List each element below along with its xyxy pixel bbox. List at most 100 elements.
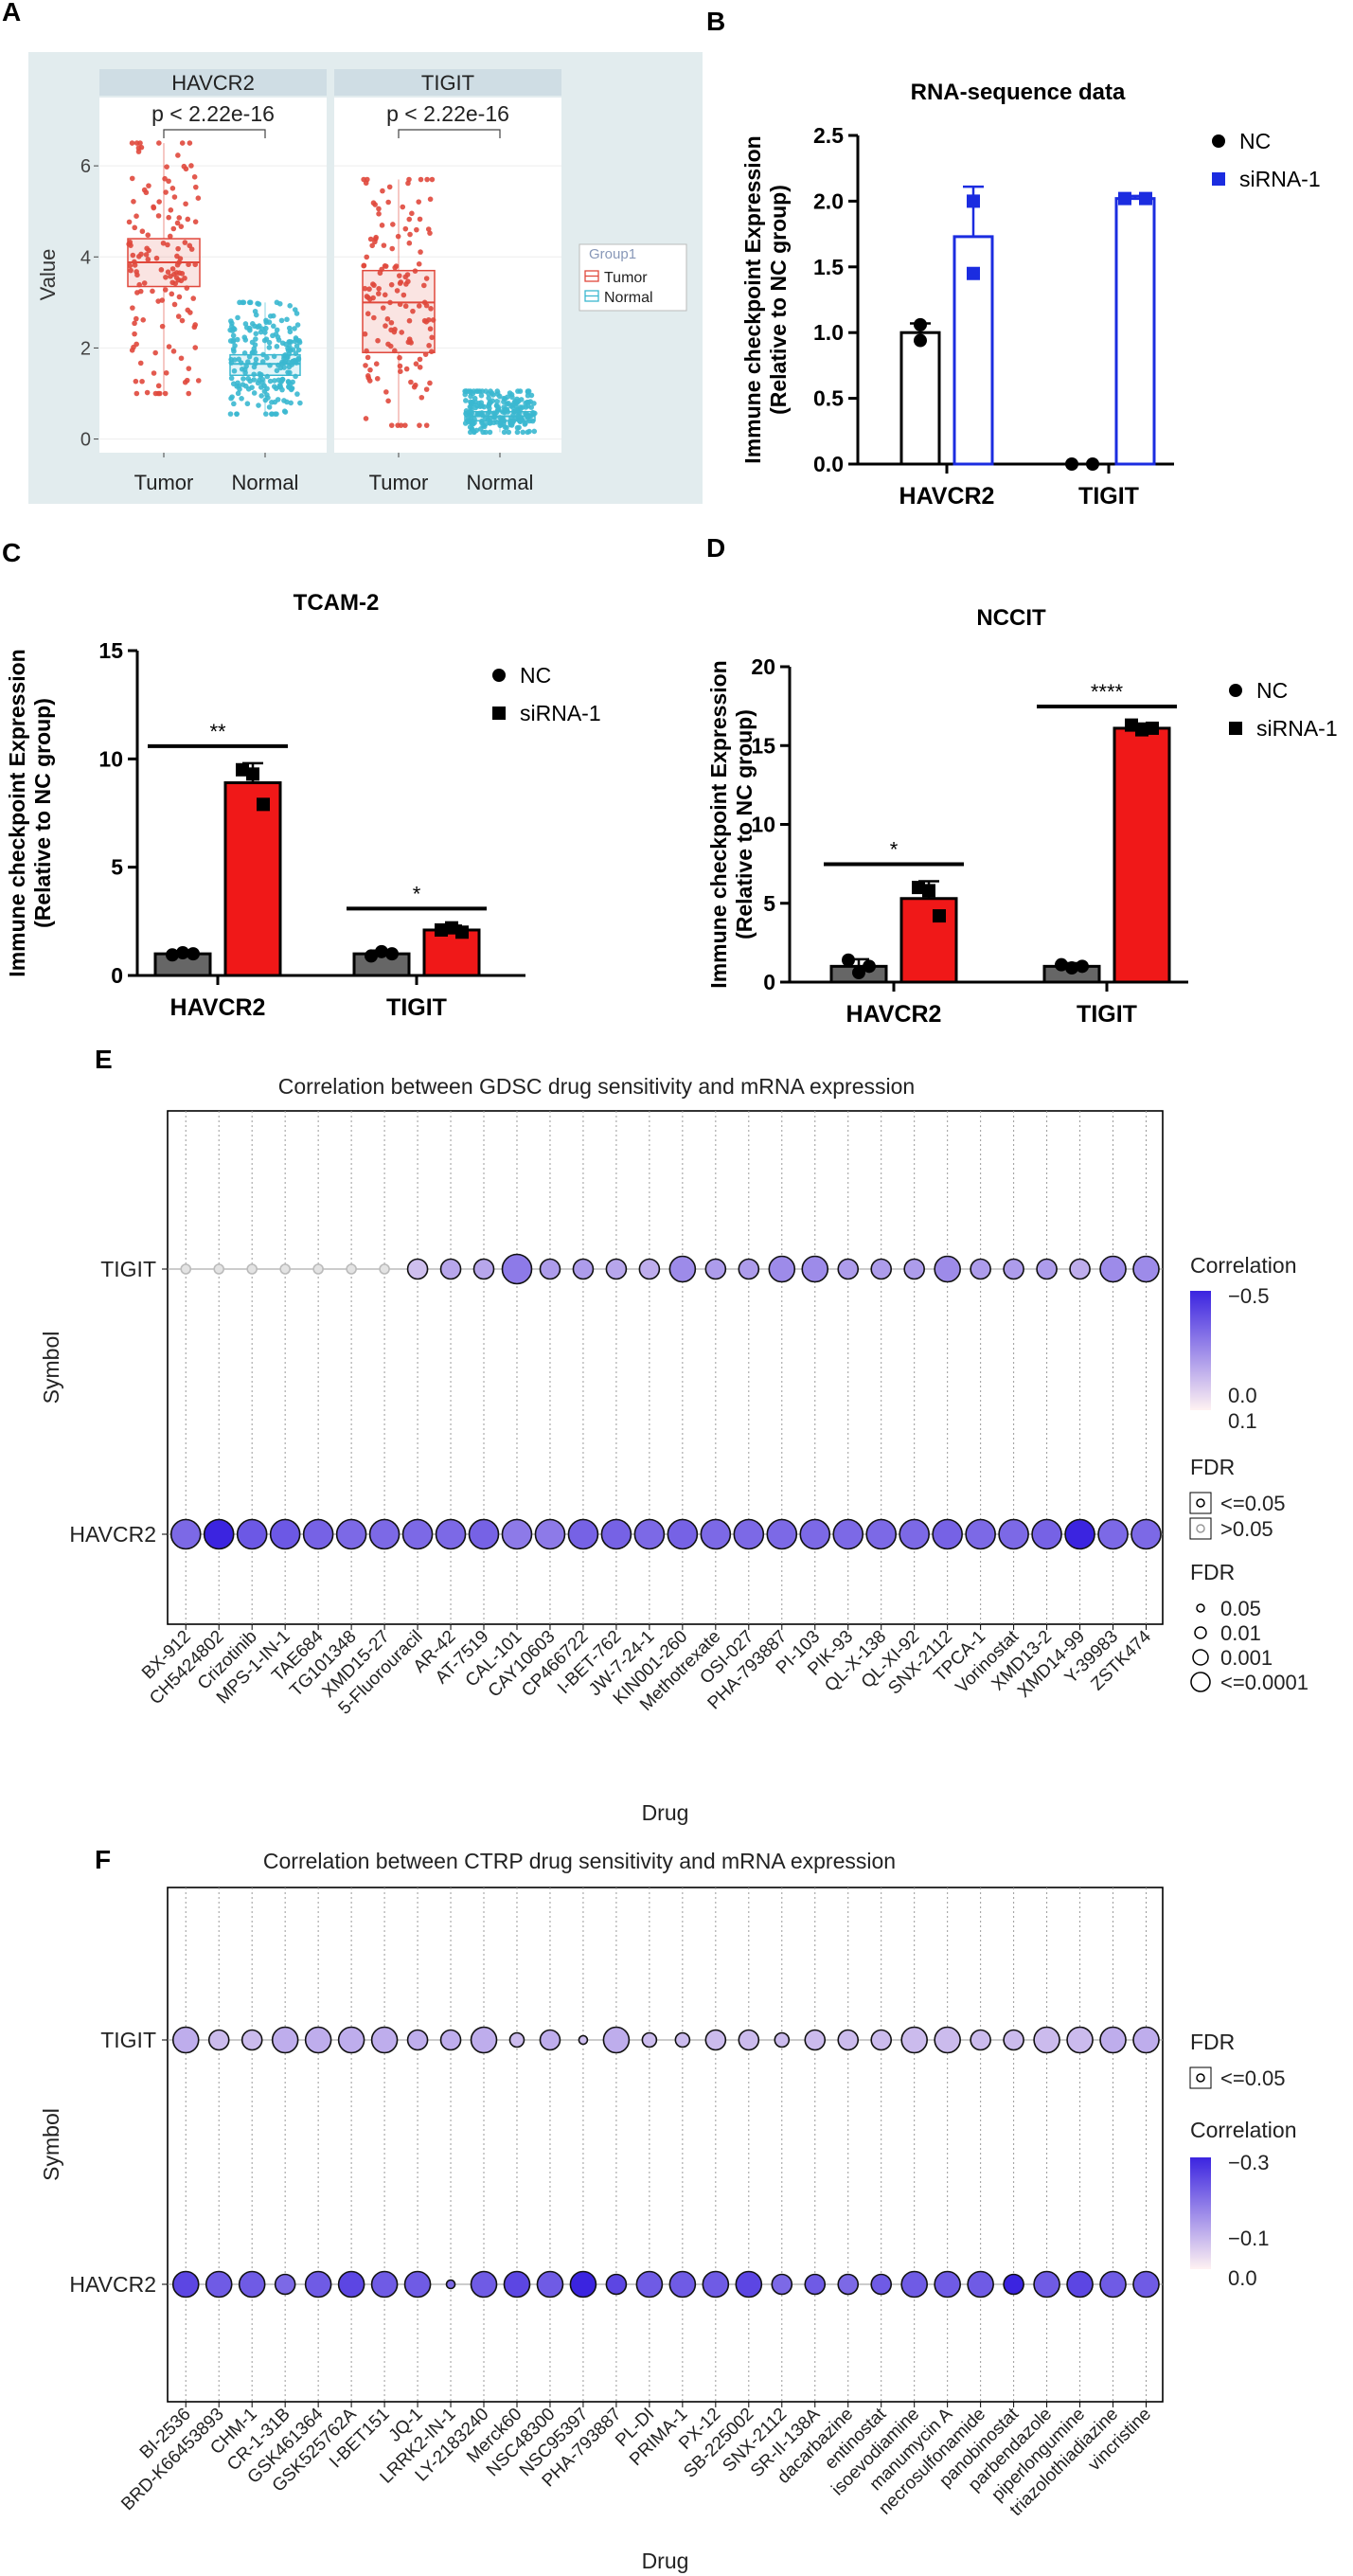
colorbar-label: 0.0 bbox=[1228, 2266, 1257, 2290]
jitter-point bbox=[261, 383, 267, 389]
bubble-havcr2-2 bbox=[238, 2270, 266, 2299]
jitter-point bbox=[516, 424, 522, 431]
bubble-tigit-4 bbox=[312, 1263, 324, 1275]
jitter-point bbox=[133, 378, 139, 385]
jitter-point bbox=[363, 416, 369, 421]
jitter-point bbox=[382, 292, 388, 298]
jitter-point bbox=[423, 302, 430, 309]
bubble-havcr2-14 bbox=[633, 1518, 666, 1550]
jitter-point bbox=[397, 354, 402, 361]
panel-f-bubble: F Correlation between CTRP drug sensitiv… bbox=[39, 1845, 1297, 2573]
size-key-label: 0.01 bbox=[1220, 1621, 1261, 1645]
jitter-point bbox=[418, 176, 424, 183]
jitter-point bbox=[266, 319, 273, 326]
jitter-point bbox=[363, 180, 369, 187]
significance-stars: * bbox=[413, 882, 421, 905]
jitter-point bbox=[522, 421, 528, 427]
bubble-tigit-21 bbox=[870, 2029, 893, 2051]
ylabel-line: Immune checkpoint Expression bbox=[706, 660, 731, 988]
jitter-point bbox=[165, 242, 170, 248]
panel-letter-f: F bbox=[95, 1845, 111, 1874]
bubble-tigit-24 bbox=[970, 1258, 991, 1280]
data-point bbox=[1086, 457, 1099, 471]
bubble-tigit-23 bbox=[934, 2026, 961, 2054]
jitter-point bbox=[134, 272, 140, 278]
xtick-label-tigit: TIGIT bbox=[1078, 483, 1139, 510]
ytick-label: 2 bbox=[80, 338, 91, 359]
panel-letter-d: D bbox=[706, 533, 725, 563]
legend-marker bbox=[1212, 172, 1225, 186]
jitter-point bbox=[428, 306, 434, 312]
jitter-point bbox=[165, 269, 171, 276]
jitter-point bbox=[170, 349, 177, 354]
jitter-point bbox=[274, 327, 280, 333]
xtick-label-tumor: Tumor bbox=[134, 471, 194, 494]
jitter-point bbox=[288, 400, 294, 406]
jitter-point bbox=[472, 395, 478, 402]
jitter-point bbox=[478, 392, 485, 399]
bubble-tigit-25 bbox=[1003, 2029, 1024, 2051]
bubble-havcr2-29 bbox=[1130, 1518, 1162, 1550]
jitter-point bbox=[228, 395, 234, 402]
bubble-tigit-17 bbox=[738, 2029, 760, 2051]
bar-havcr2-sirna-1 bbox=[952, 235, 994, 466]
jitter-point bbox=[409, 210, 415, 217]
jitter-point bbox=[382, 263, 388, 269]
jitter-point bbox=[375, 337, 381, 344]
jitter-point bbox=[158, 267, 165, 273]
bubble-tigit-5 bbox=[337, 2026, 365, 2054]
jitter-point bbox=[179, 317, 186, 324]
jitter-point bbox=[515, 388, 521, 394]
jitter-point bbox=[186, 366, 192, 371]
bubble-tigit-10 bbox=[501, 1253, 533, 1285]
colorbar-label: −0.5 bbox=[1228, 1284, 1269, 1308]
pvalue-annotation: p < 2.22e-16 bbox=[151, 101, 275, 126]
jitter-point bbox=[127, 262, 134, 269]
bubble-tigit-19 bbox=[804, 2029, 827, 2051]
colorbar-label: −0.1 bbox=[1228, 2227, 1269, 2250]
bubble-havcr2-5 bbox=[337, 2270, 365, 2299]
jitter-point bbox=[129, 348, 135, 353]
color-legend-title: Correlation bbox=[1190, 1253, 1297, 1278]
fdr-key-box bbox=[1189, 2066, 1212, 2089]
jitter-point bbox=[487, 416, 493, 421]
jitter-point bbox=[490, 398, 496, 403]
bubble-havcr2-26 bbox=[1033, 2270, 1060, 2299]
bubble-tigit-20 bbox=[837, 2029, 860, 2051]
ytick-label: 6 bbox=[80, 156, 91, 177]
jitter-point bbox=[480, 422, 487, 429]
jitter-point bbox=[525, 388, 531, 394]
jitter-point bbox=[474, 402, 480, 409]
jitter-point bbox=[369, 242, 375, 249]
facet-label-tigit: TIGIT bbox=[421, 71, 474, 95]
facet-strip bbox=[99, 69, 327, 96]
fdr-key-dot bbox=[1196, 1524, 1205, 1533]
jitter-point bbox=[366, 296, 373, 302]
jitter-point bbox=[141, 280, 148, 286]
bubble-havcr2-4 bbox=[304, 2270, 332, 2299]
jitter-point bbox=[390, 222, 396, 227]
jitter-point bbox=[266, 339, 273, 346]
bubble-havcr2-8 bbox=[445, 2279, 456, 2290]
data-point bbox=[1118, 191, 1131, 206]
jitter-point bbox=[514, 429, 521, 436]
bubble-havcr2-20 bbox=[832, 1518, 864, 1550]
jitter-point bbox=[286, 339, 293, 345]
jitter-point bbox=[503, 406, 508, 412]
row-label-tigit: TIGIT bbox=[100, 1257, 156, 1281]
bubble-havcr2-16 bbox=[702, 2270, 730, 2299]
box-havcr2-normal bbox=[229, 353, 301, 377]
panel-a-ylabel: Value bbox=[36, 249, 60, 301]
jitter-point bbox=[231, 367, 238, 374]
jitter-point bbox=[509, 394, 515, 401]
jitter-point bbox=[230, 337, 237, 344]
jitter-point bbox=[179, 140, 186, 146]
bubble-tigit-2 bbox=[240, 2029, 263, 2051]
bubble-tigit-27 bbox=[1069, 1258, 1091, 1280]
ylabel-line: Immune checkpoint Expression bbox=[5, 649, 29, 976]
jitter-point bbox=[386, 184, 393, 190]
jitter-point bbox=[174, 253, 180, 259]
colorbar bbox=[1190, 1291, 1211, 1410]
data-point bbox=[1125, 718, 1138, 732]
jitter-point bbox=[179, 271, 186, 277]
